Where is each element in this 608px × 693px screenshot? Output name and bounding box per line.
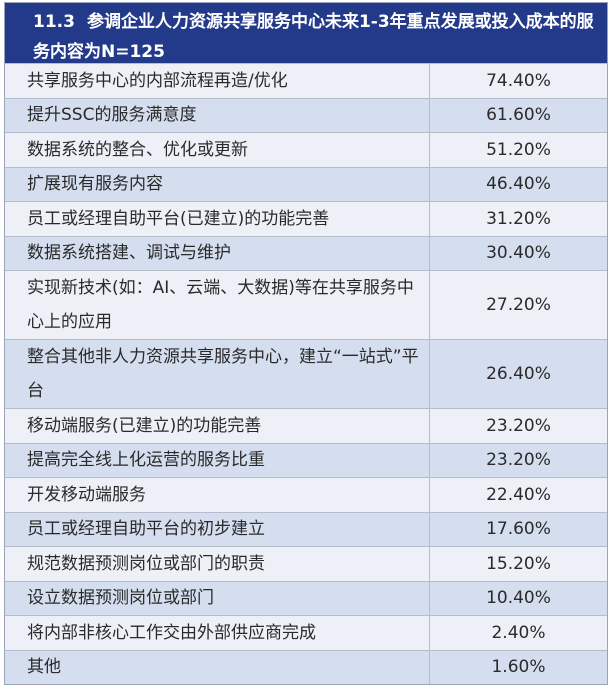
row-label: 其他	[5, 650, 430, 684]
row-value: 17.60%	[486, 519, 551, 540]
table-row: 开发移动端服务 22.40%	[5, 477, 607, 512]
row-value: 61.60%	[486, 105, 551, 126]
table-row: 员工或经理自助平台(已建立)的功能完善 31.20%	[5, 201, 607, 236]
row-label: 规范数据预测岗位或部门的职责	[5, 547, 430, 581]
row-value: 23.20%	[486, 450, 551, 471]
table-row: 提高完全线上化运营的服务比重 23.20%	[5, 442, 607, 477]
row-label: 整合其他非人力资源共享服务中心，建立“一站式”平台	[5, 340, 430, 408]
table-row: 数据系统搭建、调试与维护 30.40%	[5, 235, 607, 270]
table-row: 移动端服务(已建立)的功能完善 23.20%	[5, 408, 607, 443]
row-value: 26.40%	[486, 364, 551, 384]
title-number: 11.3	[33, 12, 75, 32]
row-value: 1.60%	[491, 657, 546, 678]
row-value: 46.40%	[486, 174, 551, 195]
title-text: 参调企业人力资源共享服务中心未来1-3年重点发展或投入成本的服务内容为N=125	[33, 12, 594, 62]
row-label: 扩展现有服务内容	[5, 167, 430, 201]
table-row: 规范数据预测岗位或部门的职责 15.20%	[5, 546, 607, 581]
row-label: 数据系统搭建、调试与维护	[5, 236, 430, 270]
row-label: 开发移动端服务	[5, 478, 430, 512]
table-body: 共享服务中心的内部流程再造/优化 74.40% 提升SSC的服务满意度 61.60% 数…	[5, 63, 607, 684]
row-value: 22.40%	[486, 484, 551, 505]
row-value: 74.40%	[486, 70, 551, 91]
table-row: 设立数据预测岗位或部门 10.40%	[5, 580, 607, 615]
row-label: 提高完全线上化运营的服务比重	[5, 443, 430, 477]
row-label: 将内部非核心工作交由外部供应商完成	[5, 616, 430, 650]
results-table: 11.3 参调企业人力资源共享服务中心未来1-3年重点发展或投入成本的服务内容为N…	[4, 2, 608, 685]
row-label: 设立数据预测岗位或部门	[5, 581, 430, 615]
row-value: 10.40%	[486, 588, 551, 609]
row-label: 共享服务中心的内部流程再造/优化	[5, 64, 430, 98]
table-row: 实现新技术(如：AI、云端、大数据)等在共享服务中心上的应用 27.20%	[5, 270, 607, 339]
row-value: 30.40%	[486, 243, 551, 264]
row-value: 23.20%	[486, 415, 551, 436]
row-value: 2.40%	[491, 622, 546, 643]
row-value: 51.20%	[486, 139, 551, 160]
table-row: 将内部非核心工作交由外部供应商完成 2.40%	[5, 615, 607, 650]
row-value: 15.20%	[486, 553, 551, 574]
table-row: 提升SSC的服务满意度 61.60%	[5, 97, 607, 132]
table-row: 共享服务中心的内部流程再造/优化 74.40%	[5, 63, 607, 98]
table-row: 其他 1.60%	[5, 649, 607, 684]
row-label: 实现新技术(如：AI、云端、大数据)等在共享服务中心上的应用	[5, 271, 430, 339]
row-label: 员工或经理自助平台(已建立)的功能完善	[5, 202, 430, 236]
table-title: 11.3 参调企业人力资源共享服务中心未来1-3年重点发展或投入成本的服务内容为N…	[5, 3, 607, 63]
table-row: 数据系统的整合、优化或更新 51.20%	[5, 132, 607, 167]
row-label: 移动端服务(已建立)的功能完善	[5, 409, 430, 443]
row-label: 数据系统的整合、优化或更新	[5, 133, 430, 167]
row-value: 27.20%	[486, 295, 551, 315]
table-row: 扩展现有服务内容 46.40%	[5, 166, 607, 201]
table-row: 员工或经理自助平台的初步建立 17.60%	[5, 511, 607, 546]
row-label: 员工或经理自助平台的初步建立	[5, 512, 430, 546]
table-row: 整合其他非人力资源共享服务中心，建立“一站式”平台 26.40%	[5, 339, 607, 408]
row-value: 31.20%	[486, 208, 551, 229]
row-label: 提升SSC的服务满意度	[5, 98, 430, 132]
